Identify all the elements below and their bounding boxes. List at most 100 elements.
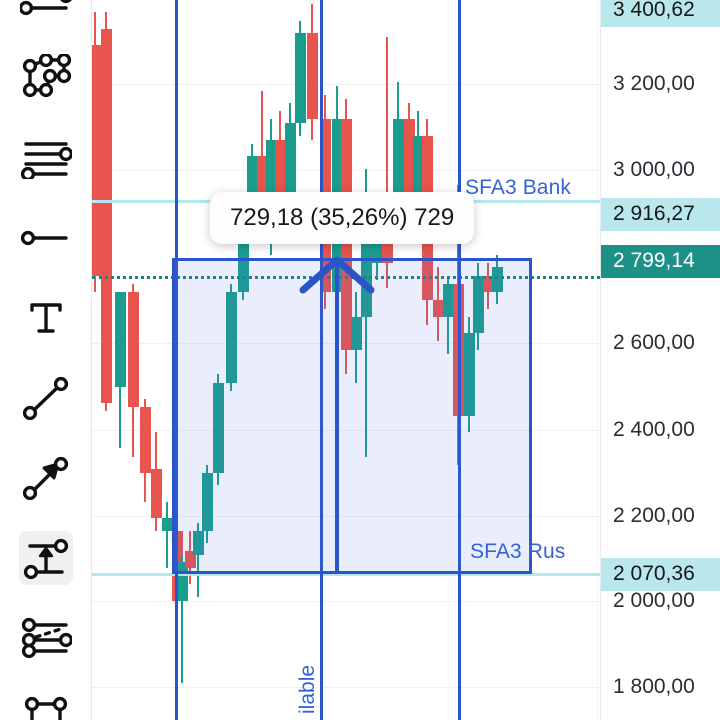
vertical-marker-line[interactable] <box>320 0 323 720</box>
arrow-line-icon <box>19 451 73 505</box>
tool-segment-line[interactable] <box>0 358 92 438</box>
candlestick <box>491 255 503 305</box>
axis-tick-mark <box>601 687 608 690</box>
price-axis-tick: 2 400,00 <box>613 418 695 441</box>
rectangle-icon <box>19 691 73 720</box>
candlestick <box>212 374 224 486</box>
candle-body <box>491 267 503 293</box>
candle-body <box>192 530 204 556</box>
candle-body <box>161 518 173 531</box>
tool-text-tool[interactable] <box>0 278 92 358</box>
candlestick <box>306 4 318 140</box>
parallel-lines-icon <box>19 131 73 185</box>
axis-tick-mark <box>601 84 608 87</box>
polyline-path-icon <box>19 51 73 105</box>
price-axis-highlight[interactable]: 2 916,27 <box>601 198 720 231</box>
candle-body <box>306 32 318 120</box>
candle-body <box>150 469 162 519</box>
price-axis-highlight[interactable]: 2 070,36 <box>601 558 720 591</box>
tool-trend-line-angle[interactable] <box>0 0 92 38</box>
price-axis-highlight[interactable]: 3 400,62 <box>601 0 720 27</box>
candle-body <box>274 139 286 202</box>
candlestick <box>392 82 404 243</box>
candlestick <box>192 522 204 597</box>
vertical-marker-line[interactable] <box>458 0 461 720</box>
tool-price-range-lines[interactable] <box>0 118 92 198</box>
tool-long-position[interactable] <box>0 518 92 598</box>
candle-body <box>176 561 188 601</box>
candlestick <box>114 292 126 449</box>
candle-body <box>360 242 372 317</box>
candlestick <box>360 168 372 457</box>
candlestick <box>225 283 237 391</box>
candlestick <box>472 263 484 350</box>
chart-plot-area[interactable]: SFA3 Bank SFA3 Rus ilable <box>92 0 600 720</box>
candlestick <box>403 102 415 219</box>
candle-body <box>225 292 237 383</box>
candle-body <box>256 156 268 210</box>
candlestick <box>150 432 162 531</box>
price-axis-tick: 2 200,00 <box>613 504 695 527</box>
long-position-drawing[interactable] <box>172 258 532 574</box>
price-axis-tick: 1 800,00 <box>613 675 695 698</box>
candle-body <box>294 32 306 124</box>
candle-body <box>350 316 362 350</box>
grid-line-horizontal <box>92 687 600 688</box>
candlestick <box>371 218 383 280</box>
candlestick <box>284 102 296 235</box>
level-line-sfa3-rus[interactable] <box>92 573 600 576</box>
candlestick <box>381 37 393 288</box>
grid-line-vertical <box>597 0 598 720</box>
candle-body <box>442 283 454 317</box>
candle-body <box>482 275 494 293</box>
grid-line-horizontal <box>92 430 600 431</box>
tool-forecast-lines[interactable] <box>0 598 92 678</box>
price-axis-tick: 2 600,00 <box>613 331 695 354</box>
candlestick <box>265 119 277 256</box>
candlestick <box>482 263 494 309</box>
candlestick <box>176 555 188 683</box>
candle-body <box>371 242 383 264</box>
price-axis-tick: 3 200,00 <box>613 72 695 95</box>
candlestick <box>237 222 249 301</box>
candle-body <box>184 551 196 568</box>
candle-body <box>284 123 296 202</box>
candle-body <box>265 139 277 210</box>
vertical-line-label: ilable <box>296 664 319 714</box>
tool-horizontal-line[interactable] <box>0 198 92 278</box>
candlestick <box>412 111 424 235</box>
axis-tick-mark <box>601 343 608 346</box>
candle-body <box>381 226 393 264</box>
candle-wick <box>166 501 168 568</box>
candlestick <box>294 20 306 136</box>
tool-polyline-path[interactable] <box>0 38 92 118</box>
grid-line-horizontal <box>92 84 600 85</box>
candlestick <box>161 501 173 568</box>
tool-arrow-line[interactable] <box>0 438 92 518</box>
candlestick <box>274 111 286 219</box>
drawing-toolbar <box>0 0 92 720</box>
price-axis[interactable]: 3 200,00 3 000,00 2 600,00 2 400,00 2 200,00… <box>600 0 720 720</box>
position-arrow-head <box>299 256 375 294</box>
price-axis-tick: 2 000,00 <box>613 589 695 612</box>
tool-rectangle[interactable] <box>0 678 92 720</box>
candle-body <box>237 234 249 293</box>
axis-tick-mark <box>601 601 608 604</box>
candle-wick <box>197 522 199 597</box>
candle-body <box>392 119 404 227</box>
candle-body <box>100 28 112 404</box>
candle-body <box>139 407 151 474</box>
vertical-marker-line[interactable] <box>175 0 178 720</box>
candlestick <box>92 12 101 293</box>
candle-body <box>432 300 444 317</box>
candlestick <box>100 12 112 412</box>
candle-wick <box>386 37 388 288</box>
candle-body <box>463 333 475 416</box>
price-axis-highlight[interactable]: 2 799,14 <box>601 245 720 278</box>
candle-body <box>92 45 101 276</box>
axis-tick-mark <box>601 516 608 519</box>
segment-line-icon <box>19 371 73 425</box>
candle-body <box>403 119 415 206</box>
candle-body <box>127 292 139 408</box>
